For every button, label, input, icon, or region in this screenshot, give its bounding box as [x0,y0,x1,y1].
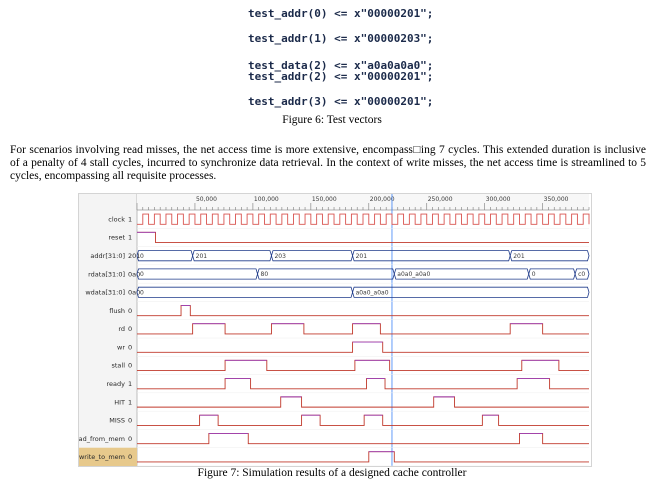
signal-name: HIT [114,398,125,406]
signal-name-panel [79,194,137,466]
signal-value: 1 [128,215,132,223]
signal-name: clock [108,215,125,223]
time-ruler [137,194,589,210]
figure6-caption: Figure 6: Test vectors [282,114,382,126]
signal-value: 1 [128,398,132,406]
signal-value: 0 [128,417,132,425]
code-line: test_addr(1) <= x"00000203"; [248,32,434,45]
signal-name: ready [107,380,126,388]
signal-value: 0 [128,453,132,461]
signal-value: 201 [128,252,140,260]
bus-segment-label: a0a0_a0a0 [397,271,430,278]
signal-value: 0a0 [128,289,140,297]
signal-value: 0a0 [128,270,140,278]
signal-value: 0 [128,343,132,351]
code-line: test_data(2) <= x"a0a0a0a0"; [248,59,434,72]
signal-value: 1 [128,380,132,388]
bus-segment-label: 201 [356,253,368,260]
signal-name: wr [117,343,125,351]
clock-waveform [137,213,590,225]
signal-value: 0 [128,325,132,333]
waveform-background [79,194,591,466]
time-tick-label: 200,000 [370,196,395,203]
bit-waveform [137,433,589,445]
code-line: test_addr(0) <= x"00000201"; [248,7,434,20]
signal-name: MISS [109,417,125,425]
body-paragraph: For scenarios involving read misses, the… [10,144,646,183]
bus-segment-label: 80 [261,271,269,278]
signal-value: 1 [128,234,132,242]
signal-name: read_from_mem [79,435,125,443]
bus-segment-label: 0 [140,271,144,278]
signal-name: rd [118,325,125,333]
bus-segment-label: 0 [532,271,536,278]
code-line: test_addr(2) <= x"00000201"; [248,70,434,83]
time-tick-label: 150,000 [312,196,337,203]
signal-value: 0 [128,307,132,315]
signal-name-highlight [79,447,137,466]
time-tick-label: 100,000 [254,196,279,203]
bus-segment-label: a0a0_a0a0 [356,289,389,296]
time-tick-label: 250,000 [428,196,453,203]
signal-name: wdata[31:0] [85,289,125,297]
bus-segment-label: c0 [578,271,585,278]
bus-segment [574,268,590,280]
signal-value: 0 [128,362,132,370]
signal-name: addr[31:0] [90,252,125,260]
signal-name: flush [109,307,125,315]
signal-name: stall [111,362,125,370]
bus-segment-label: 201 [513,253,525,260]
signal-value: 0 [128,435,132,443]
figure7-caption: Figure 7: Simulation results of a design… [197,467,467,479]
waveform-canvas: 50,000 100,000 150,000 200,000 250,000 300,00… [79,194,591,466]
bus-segment-label: 0 [140,253,144,260]
waveform-viewer[interactable]: 50,000 100,000 150,000 200,000 250,000 300,00… [78,193,592,467]
bus-segment-label: 0 [140,289,144,296]
signal-name: write_to_mem [79,453,125,461]
bus-segment [509,250,590,262]
bus-segment-label: 203 [274,253,286,260]
code-line: test_addr(3) <= x"00000201"; [248,95,434,108]
bit-waveform [137,396,589,408]
signal-name: reset [109,234,126,242]
time-tick-label: 350,000 [544,196,569,203]
signal-name: rdata[31:0] [88,270,125,278]
bus-segment-label: 201 [196,253,208,260]
time-tick-label: 50,000 [196,196,217,203]
bus-segment [352,286,590,298]
time-tick-label: 300,000 [486,196,511,203]
